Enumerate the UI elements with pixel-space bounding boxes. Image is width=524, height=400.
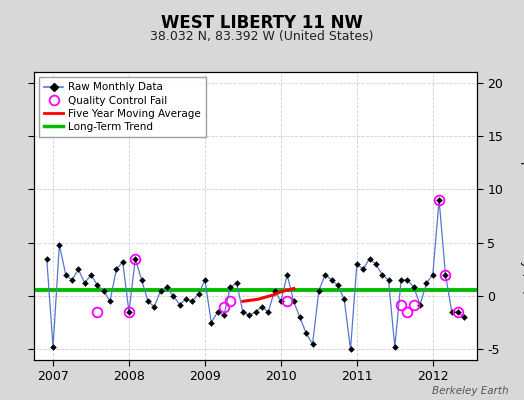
Quality Control Fail (405, 310, 411, 314)
Raw Monthly Data (366, 256, 373, 261)
Line: Raw Monthly Data: Raw Monthly Data (45, 198, 466, 352)
Five Year Moving Average (278, 289, 284, 294)
Quality Control Fail (94, 310, 101, 314)
Raw Monthly Data (461, 315, 467, 320)
Quality Control Fail (132, 256, 138, 261)
Raw Monthly Data (43, 256, 50, 261)
Line: Quality Control Fail: Quality Control Fail (92, 195, 463, 317)
Text: Berkeley Earth: Berkeley Earth (432, 386, 508, 396)
Raw Monthly Data (214, 310, 221, 314)
Five Year Moving Average (240, 299, 246, 304)
Five Year Moving Average (255, 297, 261, 302)
Legend: Raw Monthly Data, Quality Control Fail, Five Year Moving Average, Long-Term Tren: Raw Monthly Data, Quality Control Fail, … (39, 77, 206, 137)
Quality Control Fail (227, 299, 233, 304)
Raw Monthly Data (436, 198, 442, 202)
Y-axis label: Temperature Anomaly (°C): Temperature Anomaly (°C) (520, 137, 524, 295)
Raw Monthly Data (347, 347, 354, 352)
Raw Monthly Data (234, 281, 240, 286)
Quality Control Fail (455, 310, 461, 314)
Raw Monthly Data (430, 272, 436, 277)
Quality Control Fail (126, 310, 132, 314)
Raw Monthly Data (75, 267, 81, 272)
Line: Five Year Moving Average: Five Year Moving Average (243, 288, 294, 301)
Quality Control Fail (284, 299, 290, 304)
Text: WEST LIBERTY 11 NW: WEST LIBERTY 11 NW (161, 14, 363, 32)
Quality Control Fail (436, 198, 442, 202)
Quality Control Fail (442, 272, 449, 277)
Raw Monthly Data (94, 283, 101, 288)
Five Year Moving Average (270, 292, 277, 297)
Quality Control Fail (398, 302, 404, 307)
Five Year Moving Average (291, 286, 297, 291)
Text: 38.032 N, 83.392 W (United States): 38.032 N, 83.392 W (United States) (150, 30, 374, 43)
Quality Control Fail (411, 302, 417, 307)
Quality Control Fail (221, 304, 227, 309)
